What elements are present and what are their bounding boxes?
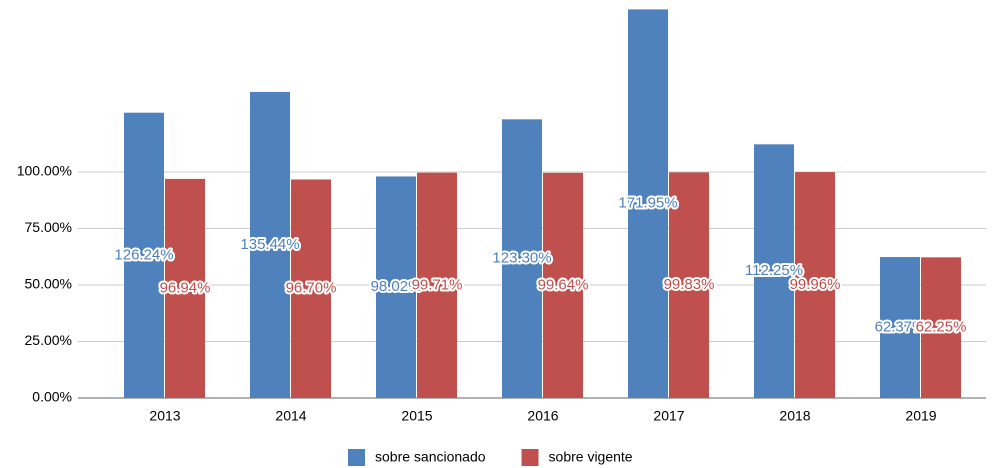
data-label: 99.96%: [790, 276, 841, 293]
data-label: 99.64%: [538, 276, 589, 293]
data-label: 112.25%: [745, 262, 803, 279]
bar: [124, 112, 164, 398]
legend-label: sobre vigente: [549, 449, 633, 465]
x-tick-label: 2014: [275, 408, 306, 424]
data-label: 98.02%: [371, 278, 422, 295]
x-tick-label: 2016: [527, 408, 558, 424]
legend-swatch: [348, 449, 365, 466]
bar: [754, 144, 794, 398]
x-tick-label: 2018: [779, 408, 810, 424]
y-tick-label: 25.00%: [25, 332, 72, 348]
data-label: 99.71%: [412, 276, 463, 293]
data-label: 62.37%: [875, 318, 926, 335]
data-label: 171.95%: [618, 195, 677, 212]
data-label: 135.44%: [240, 236, 299, 253]
y-tick-label: 100.00%: [17, 163, 72, 179]
legend-label: sobre sancionado: [375, 449, 486, 465]
bar: [417, 172, 457, 398]
bar: [291, 179, 331, 398]
bar: [880, 257, 920, 398]
bar: [543, 172, 583, 398]
bar: [165, 178, 205, 398]
legend-swatch: [521, 449, 539, 466]
data-label: 123.30%: [492, 250, 551, 267]
data-label: 96.94%: [160, 279, 211, 296]
bar: [921, 257, 961, 398]
y-tick-label: 0.00%: [32, 389, 72, 405]
y-tick-label: 50.00%: [25, 276, 72, 292]
data-label: 96.70%: [286, 280, 337, 297]
data-label: 62.25%: [916, 319, 967, 336]
x-tick-label: 2019: [905, 408, 936, 424]
bar: [250, 91, 290, 398]
x-tick-label: 2013: [149, 408, 180, 424]
data-label: 126.24%: [114, 246, 173, 263]
x-tick-label: 2015: [401, 408, 432, 424]
bar: [502, 119, 542, 398]
data-label: 99.83%: [664, 276, 715, 293]
bar: [376, 176, 416, 398]
y-tick-label: 75.00%: [25, 219, 72, 235]
bar: [669, 172, 709, 398]
bar: [628, 9, 668, 398]
x-tick-label: 2017: [653, 408, 684, 424]
bar: [795, 172, 835, 398]
